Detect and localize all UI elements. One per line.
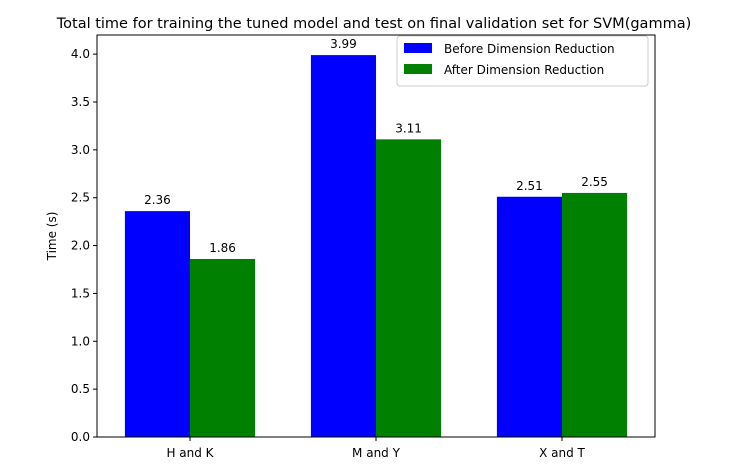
legend-box <box>396 35 649 87</box>
x-axis: H and K M and Y X and T <box>166 437 586 460</box>
y-tick-label: 0.5 <box>71 382 90 396</box>
y-tick-label: 4.0 <box>71 47 90 61</box>
legend-swatch <box>404 64 432 74</box>
data-label: 1.86 <box>209 241 236 255</box>
y-tick-label: 2.5 <box>71 191 90 205</box>
data-label: 3.11 <box>395 121 422 135</box>
data-label: 2.55 <box>581 175 608 189</box>
chart-title: Total time for training the tuned model … <box>56 16 691 32</box>
y-axis: 0.0 0.5 1.0 1.5 2.0 2.5 3.0 3.5 4.0 <box>71 47 97 444</box>
data-label: 3.99 <box>330 37 357 51</box>
data-labels-group: 2.36 3.99 2.51 1.86 3.11 2.55 <box>144 37 608 255</box>
bar <box>124 211 190 437</box>
x-tick-label: H and K <box>166 446 214 460</box>
bar <box>376 139 442 437</box>
legend-swatch <box>404 43 432 53</box>
legend: Before Dimension Reduction After Dimensio… <box>396 35 649 87</box>
legend-label: After Dimension Reduction <box>444 63 604 77</box>
data-label: 2.51 <box>516 179 543 193</box>
y-tick-label: 2.0 <box>71 239 90 253</box>
y-tick-label: 1.5 <box>71 286 90 300</box>
x-tick-label: X and T <box>539 446 585 460</box>
bars-group <box>124 55 628 437</box>
data-label: 2.36 <box>144 193 171 207</box>
y-tick-label: 3.0 <box>71 143 90 157</box>
x-tick-label: M and Y <box>352 446 401 460</box>
legend-label: Before Dimension Reduction <box>444 42 615 56</box>
bar <box>496 196 562 437</box>
y-tick-label: 0.0 <box>71 430 90 444</box>
bar <box>310 55 376 437</box>
y-tick-label: 3.5 <box>71 95 90 109</box>
bar <box>562 192 628 437</box>
plot-frame <box>96 34 656 438</box>
y-axis-label: Time (s) <box>45 212 59 262</box>
bar <box>190 258 256 437</box>
y-tick-label: 1.0 <box>71 334 90 348</box>
